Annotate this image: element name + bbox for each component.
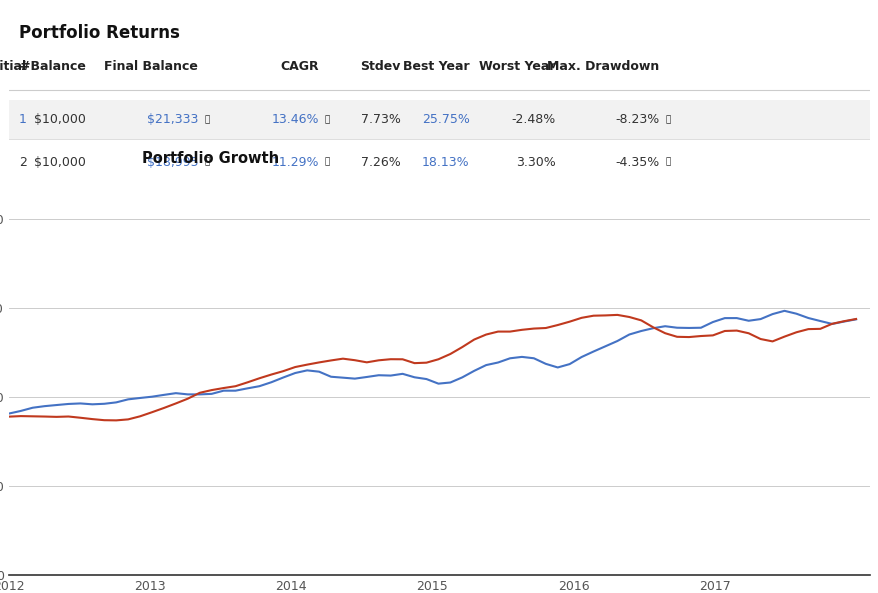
Text: Max. Drawdown: Max. Drawdown — [546, 60, 658, 74]
Portfolio 1 — [290, 369, 300, 377]
Text: 7.73%: 7.73% — [361, 113, 400, 126]
Text: ⓘ: ⓘ — [202, 158, 210, 167]
Portfolio 1 — [206, 390, 217, 397]
Text: 2: 2 — [19, 155, 27, 168]
Text: -2.48%: -2.48% — [511, 113, 555, 126]
Text: ⓘ: ⓘ — [662, 158, 670, 167]
Text: CAGR: CAGR — [280, 60, 319, 74]
Line: Portfolio 1: Portfolio 1 — [9, 311, 855, 413]
Text: 1: 1 — [19, 113, 27, 126]
Portfolio 1 — [480, 362, 491, 369]
Portfolio 2 — [552, 321, 563, 329]
Text: 25.75%: 25.75% — [421, 113, 469, 126]
Portfolio 2 — [802, 326, 813, 333]
Text: Portfolio Growth: Portfolio Growth — [142, 151, 279, 166]
FancyBboxPatch shape — [9, 142, 869, 181]
Text: -8.23%: -8.23% — [615, 113, 658, 126]
Text: Worst Year: Worst Year — [479, 60, 555, 74]
Text: ⓘ: ⓘ — [322, 115, 330, 124]
Text: 11.29%: 11.29% — [271, 155, 319, 168]
Text: Best Year: Best Year — [403, 60, 469, 74]
Text: $21,333: $21,333 — [147, 113, 198, 126]
Portfolio 2 — [301, 361, 312, 368]
Portfolio 1 — [850, 315, 860, 323]
Portfolio 1 — [123, 396, 133, 403]
Text: 3.30%: 3.30% — [515, 155, 555, 168]
Text: 7.26%: 7.26% — [361, 155, 400, 168]
Portfolio 2 — [493, 328, 503, 335]
Text: -4.35%: -4.35% — [615, 155, 658, 168]
Text: #: # — [19, 60, 30, 74]
Text: Portfolio Returns: Portfolio Returns — [19, 24, 180, 42]
Text: $10,000: $10,000 — [34, 113, 86, 126]
Text: ⓘ: ⓘ — [202, 115, 210, 124]
Portfolio 2 — [111, 417, 121, 424]
Portfolio 2 — [587, 312, 598, 319]
Portfolio 2 — [611, 311, 622, 318]
FancyBboxPatch shape — [9, 100, 869, 139]
Portfolio 1 — [540, 361, 551, 368]
Text: 18.13%: 18.13% — [421, 155, 469, 168]
Portfolio 1 — [778, 307, 788, 314]
Text: ⓘ: ⓘ — [322, 158, 330, 167]
Portfolio 2 — [850, 315, 860, 323]
Line: Portfolio 2: Portfolio 2 — [9, 315, 855, 420]
Text: $10,000: $10,000 — [34, 155, 86, 168]
Portfolio 1 — [4, 410, 14, 417]
Portfolio 1 — [576, 353, 587, 361]
Text: Stdev: Stdev — [360, 60, 400, 74]
Text: $18,995: $18,995 — [147, 155, 198, 168]
Text: Final Balance: Final Balance — [104, 60, 198, 74]
Text: 13.46%: 13.46% — [271, 113, 319, 126]
Text: Initial Balance: Initial Balance — [0, 60, 86, 74]
Text: ⓘ: ⓘ — [662, 115, 670, 124]
Portfolio 2 — [4, 413, 14, 420]
Portfolio 2 — [134, 413, 145, 420]
